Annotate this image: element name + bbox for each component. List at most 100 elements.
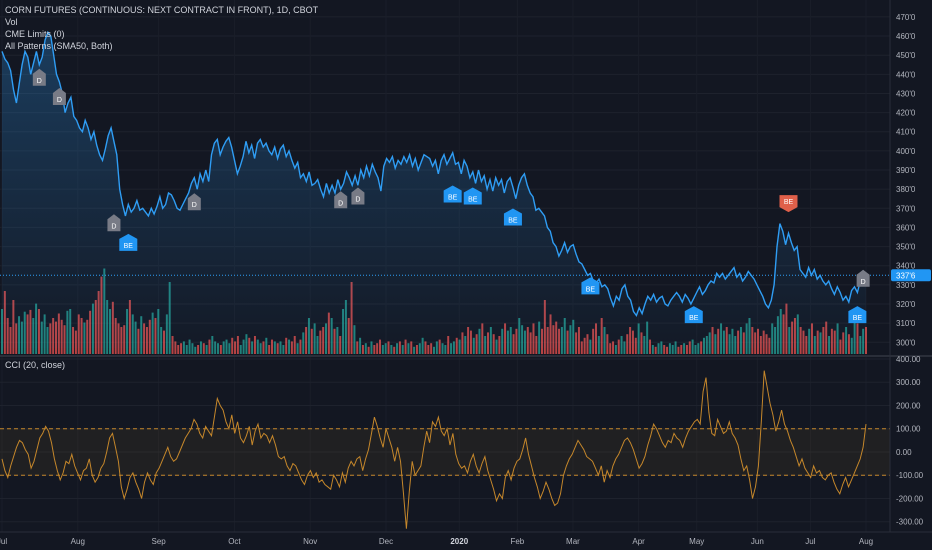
pattern-marker[interactable]: BE [463,187,482,205]
pattern-marker-shape [684,306,703,324]
cci-line[interactable] [1,370,867,529]
volume-bar [381,345,384,354]
cci-title[interactable]: CCI (20, close) [5,360,66,370]
volume-bar [276,343,279,354]
price-tick-label: 310'0 [896,319,916,328]
volume-bar [219,345,222,354]
price-axis[interactable]: 470'0 460'0 450'0 440'0 430'0 420'0 410'0 400'0… [896,13,916,347]
legend-cme-limits[interactable]: CME Limits (0) [5,29,65,39]
price-area-fill [2,32,866,348]
pattern-marker[interactable]: D [107,214,121,232]
volume-bar [430,343,433,354]
pattern-marker[interactable]: D [351,187,365,205]
time-tick-label: Dec [379,537,393,546]
pattern-marker-label: BE [124,243,134,250]
volume-bar [364,343,367,354]
volume-bar [361,345,364,354]
time-axis[interactable]: Jul Aug Sep Oct Nov Dec 2020 Feb Mar Apr May Jun Jul… [0,537,873,546]
pattern-marker[interactable]: BE [848,306,867,324]
pattern-marker-shape [856,269,870,287]
pattern-marker[interactable]: BE [503,208,522,226]
pattern-marker[interactable]: D [856,269,870,287]
time-tick-label: Nov [303,537,317,546]
pattern-marker[interactable]: D [334,191,348,209]
volume-bar [296,343,299,354]
time-tick-label: Feb [510,537,524,546]
price-line[interactable] [1,30,867,317]
pattern-marker-label: D [57,97,62,104]
pattern-marker-shape [463,187,482,205]
cci-tick-label: 200.00 [896,401,921,410]
cci-tick-label: 0.00 [896,448,912,457]
volume-bar [228,343,231,354]
volume-bar [194,346,197,354]
volume-bar [680,345,683,354]
pattern-marker[interactable]: D [187,193,201,211]
pattern-marker[interactable]: BE [581,277,600,295]
time-tick-label: 2020 [450,537,468,546]
cci-tick-label: -100.00 [896,471,924,480]
volume-bar [651,345,654,354]
volume-bar [685,345,688,354]
volume-bar [367,346,370,354]
price-tick-label: 370'0 [896,204,916,213]
pattern-marker[interactable]: D [52,87,66,105]
pattern-marker-shape [52,87,66,105]
pattern-marker[interactable]: BE [684,306,703,324]
volume-bar [657,343,660,354]
pattern-marker-shape [779,195,798,213]
volume-bar [202,343,205,354]
price-tick-label: 410'0 [896,128,916,137]
pattern-marker[interactable]: D [32,68,46,86]
volume-bar [396,343,399,354]
volume-bar [259,343,262,354]
time-tick-label: Jul [0,537,7,546]
pattern-marker-shape [119,233,138,251]
pattern-marker-shape [503,208,522,226]
pattern-marker-shape [351,187,365,205]
price-tick-label: 440'0 [896,70,916,79]
price-tick-label: 450'0 [896,51,916,60]
volume-bar [433,346,435,354]
volume-bar [390,345,393,354]
pattern-marker-label: D [861,279,866,286]
pattern-marker-label: BE [468,196,478,203]
volume-bar [666,346,669,354]
price-tick-label: 460'0 [896,32,916,41]
price-tick-label: 350'0 [896,243,916,252]
pattern-marker-shape [581,277,600,295]
price-tick-label: 340'0 [896,262,916,271]
volume-bar [415,345,418,354]
volume-bar [697,343,700,354]
volume-bar [197,345,200,354]
volume-bar [373,345,376,354]
pattern-marker-shape [187,193,201,211]
price-tick-label: 420'0 [896,109,916,118]
price-tick-label: 430'0 [896,89,916,98]
volume-bar [671,345,674,354]
pattern-marker-label: D [37,78,42,85]
volume-bar [268,345,271,354]
volume-bar [418,343,421,354]
price-tick-label: 330'0 [896,281,916,290]
legend-all-patterns[interactable]: All Patterns (SMA50, Both) [5,41,113,51]
price-tick-label: 320'0 [896,300,916,309]
legend-volume[interactable]: Vol [5,17,18,27]
volume-bar [401,345,404,354]
volume-bar [450,343,453,354]
pattern-marker[interactable]: BE [119,233,138,251]
time-tick-label: Sep [152,537,167,546]
cci-grid [0,358,890,523]
pattern-marker[interactable]: BE [779,195,798,213]
volume-bar [205,345,208,354]
symbol-title[interactable]: CORN FUTURES (CONTINUOUS: NEXT CONTRACT … [5,5,319,15]
volume-bar [217,343,219,354]
cci-axis[interactable]: 400.00 300.00 200.00 100.00 0.00 -100.00 -200.… [896,355,924,527]
volume-bar [444,345,447,354]
pattern-marker[interactable]: BE [443,185,462,203]
volume-bar [376,343,379,354]
volume-bar [441,343,444,354]
cci-tick-label: 100.00 [896,425,921,434]
time-tick-label: Aug [859,537,873,546]
